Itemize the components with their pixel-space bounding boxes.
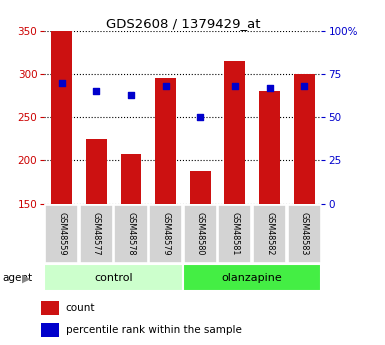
Point (266, 85, 273, 91)
Text: GSM48580: GSM48580 (196, 212, 205, 255)
FancyBboxPatch shape (45, 205, 78, 263)
Text: control: control (94, 273, 133, 283)
Point (128, 92, 134, 98)
Point (197, 115, 203, 120)
Point (162, 83, 169, 89)
Bar (86, 139, 107, 204)
Bar (41, 300, 59, 315)
Text: GSM48579: GSM48579 (161, 212, 170, 256)
Text: GSM48578: GSM48578 (126, 212, 136, 256)
FancyBboxPatch shape (218, 205, 251, 263)
FancyBboxPatch shape (114, 205, 147, 263)
Bar (155, 79, 176, 204)
Point (93, 89, 99, 94)
Text: GSM48583: GSM48583 (300, 212, 309, 255)
Point (59, 80, 65, 86)
Text: GSM48559: GSM48559 (57, 212, 66, 256)
Bar (224, 61, 245, 204)
FancyBboxPatch shape (288, 205, 321, 263)
Bar (121, 154, 141, 204)
Text: agent: agent (2, 273, 32, 283)
FancyBboxPatch shape (80, 205, 113, 263)
Title: GDS2608 / 1379429_at: GDS2608 / 1379429_at (105, 17, 260, 30)
Bar (41, 323, 59, 337)
Point (301, 83, 307, 89)
FancyBboxPatch shape (183, 265, 321, 291)
Text: ▶: ▶ (22, 274, 31, 283)
Bar (294, 74, 315, 204)
Bar (190, 171, 211, 204)
Text: percentile rank within the sample: percentile rank within the sample (66, 325, 242, 335)
Bar (259, 91, 280, 204)
Text: GSM48577: GSM48577 (92, 212, 101, 256)
Text: GSM48582: GSM48582 (265, 212, 274, 256)
FancyBboxPatch shape (44, 265, 183, 291)
FancyBboxPatch shape (149, 205, 182, 263)
Bar (51, 31, 72, 204)
Text: count: count (66, 303, 95, 313)
Text: olanzapine: olanzapine (222, 273, 283, 283)
FancyBboxPatch shape (184, 205, 217, 263)
Text: GSM48581: GSM48581 (230, 212, 239, 255)
FancyBboxPatch shape (253, 205, 286, 263)
Point (232, 83, 238, 89)
